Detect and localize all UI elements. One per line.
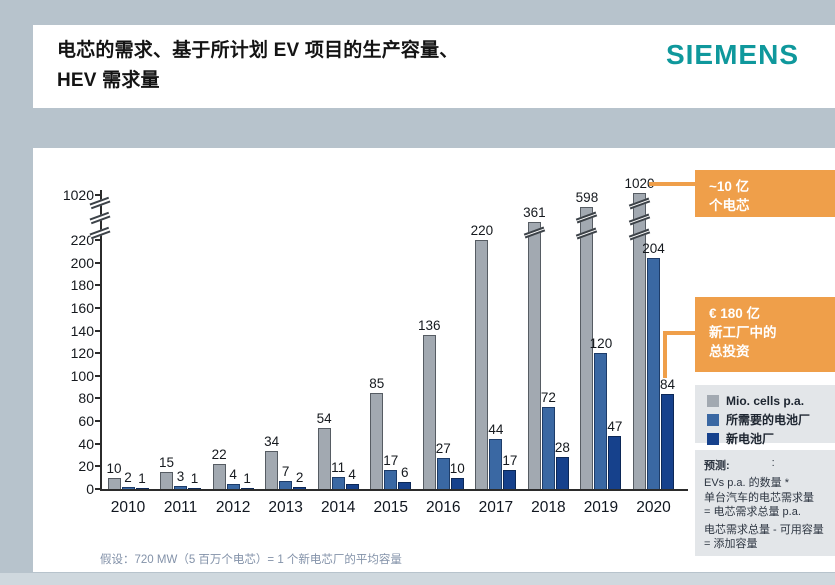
forecast-line: 单台汽车的电芯需求量 — [704, 491, 814, 504]
page-title: 电芯的需求、基于所计划 EV 项目的生产容量、 HEV 需求量 — [57, 36, 459, 96]
callout-invest-line3: 总投资 — [709, 344, 750, 359]
chart-legend: Mio. cells p.a. 所需要的电池厂 新电池厂 — [695, 385, 835, 446]
legend-item: Mio. cells p.a. — [707, 393, 829, 408]
callout-invest-line1: € 180 亿 — [709, 306, 761, 321]
legend-label: 所需要的电池厂 — [726, 413, 811, 427]
callout-invest-line2: 新工厂中的 — [709, 325, 777, 340]
legend-label: Mio. cells p.a. — [726, 393, 805, 408]
siemens-logo: SIEMENS — [665, 39, 799, 70]
legend-item: 新电池厂 — [707, 431, 829, 446]
forecast-heading-text: 预测: — [704, 460, 730, 472]
legend-swatch-navy — [707, 432, 719, 445]
callout-investment: € 180 亿 新工厂中的 总投资 — [695, 297, 835, 372]
legend-label: 新电池厂 — [726, 432, 775, 446]
callout-cells-line1: ~10 亿 — [709, 179, 750, 194]
page-title-line2: HEV 需求量 — [57, 70, 160, 91]
forecast-line: 电芯需求总量 - 可用容量 = 添加容量 — [704, 523, 824, 551]
bottom-strip — [0, 573, 835, 585]
title-panel: 电芯的需求、基于所计划 EV 项目的生产容量、 HEV 需求量 SIEMENS — [33, 25, 835, 108]
forecast-heading-mark: : — [771, 457, 775, 469]
forecast-heading: 预测:: — [704, 457, 827, 473]
callout-cells-line2: 个电芯 — [709, 198, 750, 213]
footnote: 假设：720 MW（5 百万个电芯）= 1 个新电芯厂的平均容量 — [100, 554, 402, 566]
callout-cells-connector — [649, 182, 695, 186]
forecast-line: EVs p.a. 的数量 * — [704, 477, 789, 489]
legend-swatch-gray — [707, 394, 719, 407]
forecast-note: 预测:: EVs p.a. 的数量 * 单台汽车的电芯需求量 = 电芯需求总量 … — [695, 450, 835, 556]
callout-cells: ~10 亿 个电芯 — [695, 170, 835, 217]
legend-item: 所需要的电池厂 — [707, 412, 829, 427]
legend-swatch-blue — [707, 413, 719, 426]
page-title-line1: 电芯的需求、基于所计划 EV 项目的生产容量、 — [57, 40, 459, 61]
callout-invest-connector — [663, 331, 696, 378]
forecast-line: = 电芯需求总量 p.a. — [704, 506, 801, 518]
